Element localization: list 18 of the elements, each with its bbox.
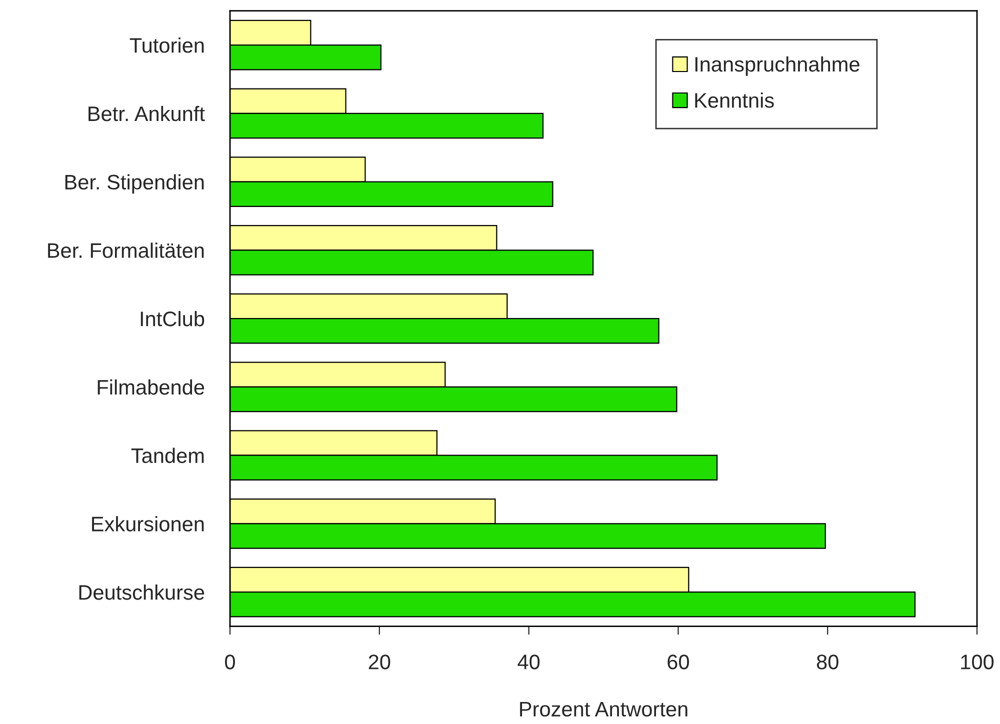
x-tick-label: 40 <box>518 654 540 670</box>
y-tick-label: Ber. Stipendien <box>65 174 204 194</box>
y-tick-label: Ber. Formalitäten <box>48 242 204 258</box>
x-axis-title: Prozent Antworten <box>520 702 688 717</box>
legend-label: Inanspruchnahme <box>695 56 860 76</box>
x-tick-label: 100 <box>961 654 994 670</box>
y-tick-label: Tutorien <box>130 38 204 53</box>
x-tick-label: 0 <box>225 654 235 670</box>
legend-label: Kenntnis <box>695 92 774 108</box>
y-tick-label: Betr. Ankunft <box>88 106 205 122</box>
x-tick-label: 20 <box>368 654 390 670</box>
y-tick-label: Tandem <box>131 448 204 464</box>
y-tick-label: Deutschkurse <box>79 584 204 600</box>
y-tick-label: Filmabende <box>98 379 204 395</box>
y-tick-label: IntClub <box>140 311 204 326</box>
y-tick-label: Exkursionen <box>92 516 204 532</box>
x-tick-label: 80 <box>816 654 838 670</box>
x-tick-label: 60 <box>668 654 689 670</box>
